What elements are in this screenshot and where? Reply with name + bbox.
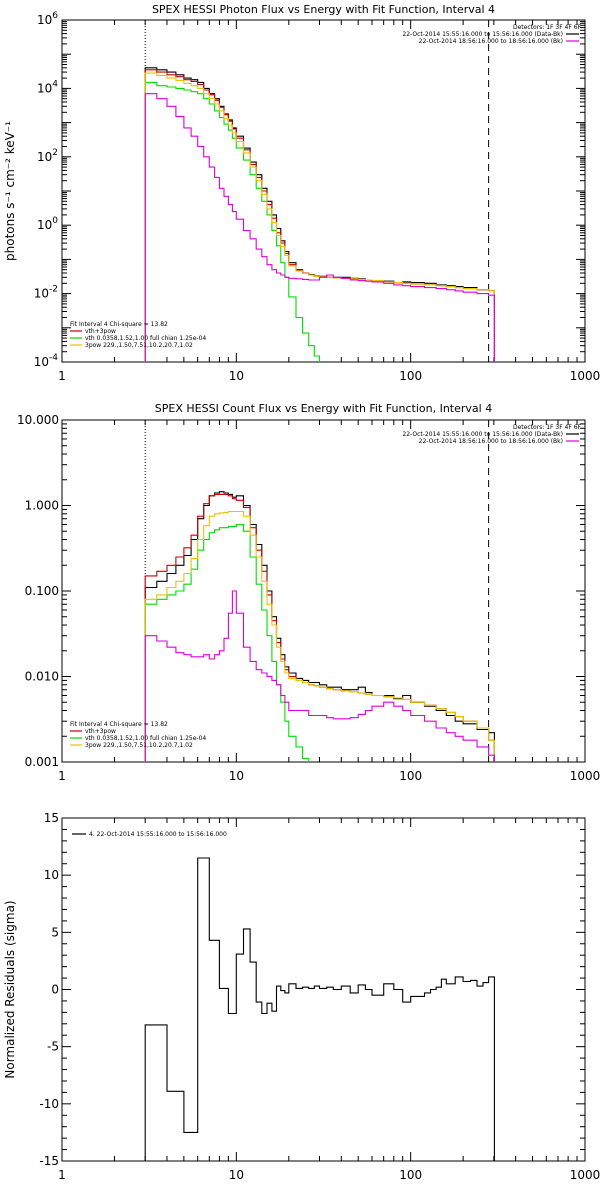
y-tick-label: 100 (37, 216, 58, 232)
legend-bottom-left-entry-label: 3pow 229.,1.50,7.51,10.2,20.7,1.02 (85, 742, 193, 749)
legend-bottom-left-entry-label: vth 0.0358,1.52,1.00 full chian 1.25e-04 (85, 335, 206, 342)
series-magenta (144, 93, 495, 362)
y-tick-label: 10.000 (17, 413, 59, 427)
y-tick-label: -15 (39, 1154, 59, 1168)
chart-panel-3: 1 10 100 1000 -15 -10 -5 0 5 10 15 Normalized Resid… (3, 811, 600, 1182)
x-tick-label: 1 (58, 369, 66, 383)
chart-title: SPEX HESSI Photon Flux vs Energy with Fi… (152, 3, 495, 16)
y-tick-label: 10-2 (34, 285, 58, 301)
y-axis-label: photons s⁻¹ cm⁻² keV⁻¹ (3, 121, 17, 261)
y-tick-label: 104 (37, 79, 58, 95)
y-tick-label: 0.100 (25, 584, 59, 598)
y-tick-label: -10 (39, 1097, 59, 1111)
y-tick-label: 0 (51, 983, 59, 997)
x-tick-label: 100 (399, 369, 422, 383)
x-tick-label: 1 (58, 1168, 66, 1182)
y-tick-label: 0.010 (25, 670, 59, 684)
x-tick-label: 10 (229, 769, 244, 783)
legend-top-left-entry-label: 4. 22-Oct-2014 15:55:16.000 to 15:56:16.… (89, 831, 227, 838)
legend-bottom-left-entry-label: vth+3pow (85, 328, 116, 335)
legend-bottom-left-entry-label: vth 0.0358,1.52,1.00 full chian 1.25e-04 (85, 735, 206, 742)
legend-bottom-left-header: Fit Interval 4 Chi-square = 13.82 (70, 721, 168, 728)
legend-top-right-entry-label: 22-Oct-2014 18:56:16.000 to 18:56:16.000… (419, 38, 563, 45)
legend-top-right-header: Detectors: 1F 3F 4F 6F (513, 424, 582, 431)
x-tick-label: 1000 (570, 369, 600, 383)
series-green (144, 81, 321, 362)
y-tick-label: 106 (37, 11, 58, 27)
y-tick-label: 5 (51, 925, 59, 939)
y-tick-label: 0.001 (25, 755, 59, 769)
y-tick-label: -5 (47, 1040, 59, 1054)
x-tick-label: 10 (229, 1168, 244, 1182)
legend-top-right-entry-label: 22-Oct-2014 18:56:16.000 to 18:56:16.000… (419, 438, 563, 445)
y-tick-label: 10-4 (34, 353, 59, 369)
x-tick-label: 10 (229, 369, 244, 383)
legend-bottom-left-entry-label: 3pow 229.,1.50,7.51,10.2,20.7,1.02 (85, 342, 193, 349)
x-tick-label: 1000 (570, 769, 600, 783)
series-black (144, 857, 495, 1161)
series-green (144, 523, 310, 762)
y-tick-label: 10 (44, 868, 59, 882)
legend-bottom-left-header: Fit Interval 4 Chi-square = 13.82 (70, 321, 168, 328)
plot-frame (61, 419, 586, 763)
legend-top-right-header: Detectors: 1F 3F 4F 6F (513, 24, 582, 31)
chart-panel-1: SPEX HESSI Photon Flux vs Energy with Fi… (3, 3, 600, 383)
y-tick-label: 102 (37, 148, 58, 164)
series-magenta (144, 590, 495, 762)
series-black (144, 67, 495, 362)
chart-panel-2: SPEX HESSI Count Flux vs Energy with Fit… (17, 402, 600, 783)
legend-bottom-left-entry-label: vth+3pow (85, 728, 116, 735)
chart-title: SPEX HESSI Count Flux vs Energy with Fit… (155, 402, 492, 415)
x-tick-label: 1000 (570, 1168, 600, 1182)
plot-frame (61, 19, 586, 363)
y-tick-label: 1.000 (25, 499, 59, 513)
x-tick-label: 1 (58, 769, 66, 783)
x-tick-label: 100 (399, 1168, 422, 1182)
legend-top-right-entry-label: 22-Oct-2014 15:55:16.000 to 15:56:16.000… (402, 431, 563, 438)
y-tick-label: 15 (44, 811, 59, 825)
y-axis-label: Normalized Residuals (sigma) (3, 900, 17, 1078)
series-yellow (144, 72, 495, 362)
x-tick-label: 100 (399, 769, 422, 783)
legend-top-right-entry-label: 22-Oct-2014 15:55:16.000 to 15:56:16.000… (402, 31, 563, 38)
plot-frame (61, 817, 586, 1162)
series-yellow (144, 510, 495, 762)
